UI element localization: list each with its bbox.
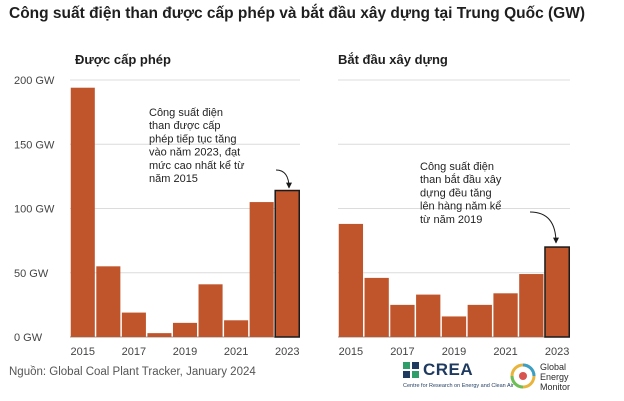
bar [121,312,146,337]
annotation-line: Công suất điện [420,161,494,173]
bar [70,87,95,338]
bar [441,316,467,337]
annotation-line: mức cao nhất kể từ [149,160,245,172]
x-tick-label: 2015 [339,346,363,358]
bar [519,274,544,337]
annotation-arrow [529,211,559,244]
crea-logo-subtitle: Centre for Research on Energy and Clean … [403,383,514,389]
crea-logo-word: CREA [423,360,474,379]
x-tick-label: 2021 [493,346,517,358]
bar [274,189,301,338]
crea-logo: CREA Centre for Research on Energy and C… [403,360,514,398]
x-tick-label: 2017 [122,346,146,358]
x-tick-label: 2023 [275,346,299,358]
bar [172,322,198,337]
bar [338,223,364,337]
panel-title: Được cấp phép [75,52,171,67]
gem-logo-line: Energy [540,372,569,382]
bar [198,284,223,337]
gem-logo-line: Monitor [540,382,571,392]
x-tick-label: 2017 [390,346,414,358]
annotation-line: than bắt đầu xây [420,173,502,186]
annotation-line: lên hàng năm kể [420,201,501,213]
bar [493,293,518,337]
bar [249,202,274,337]
bar [147,333,172,337]
y-tick-label: 200 GW [14,75,55,87]
annotation-line: phép tiếp tục tăng [149,133,236,145]
annotation-line: Công suất điện [149,107,223,119]
chart-title: Công suất điện than được cấp phép và bắt… [9,5,586,22]
x-tick-label: 2015 [71,346,95,358]
bar [544,246,571,338]
annotation-line: từ năm 2019 [420,214,482,226]
y-tick-label: 100 GW [14,204,55,216]
bar [416,294,441,337]
source-note: Nguồn: Global Coal Plant Tracker, Januar… [9,366,256,378]
gem-logo-text: Global Energy Monitor [540,362,600,392]
y-tick-label: 50 GW [14,268,49,280]
bar [390,304,415,337]
x-tick-label: 2019 [442,346,466,358]
x-tick-label: 2019 [173,346,197,358]
x-tick-label: 2023 [545,346,569,358]
y-tick-label: 150 GW [14,139,55,151]
gem-logo-line: Global [540,362,567,372]
annotation-line: than được cấp [149,120,220,132]
bar [467,304,492,337]
panel-title: Bắt đầu xây dựng [338,52,448,67]
x-tick-label: 2021 [224,346,248,358]
annotation-line: vào năm 2023, đạt [149,147,240,159]
annotation-line: dựng đều tăng [420,187,492,199]
bar [364,277,389,337]
bar [224,320,249,337]
y-tick-label: 0 GW [14,332,43,344]
annotation-line: năm 2015 [149,173,198,185]
globe-icon [510,363,536,389]
annotation-arrow [275,169,292,189]
crea-mark-icon [403,362,419,378]
gem-logo: Global Energy Monitor [510,361,620,397]
bar [96,266,121,337]
